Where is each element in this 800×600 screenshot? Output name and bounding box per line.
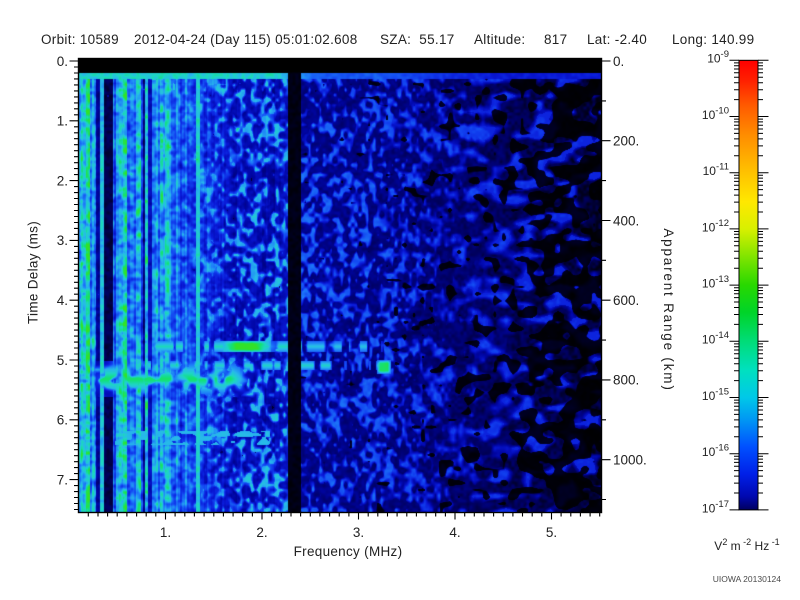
svg-text:10-12: 10-12 [702, 218, 729, 235]
svg-text:1000.: 1000. [613, 453, 647, 468]
svg-text:UIOWA 20130124: UIOWA 20130124 [713, 574, 781, 584]
svg-text:7.: 7. [57, 472, 68, 487]
svg-text:2.: 2. [57, 173, 68, 188]
svg-text:3.: 3. [353, 525, 364, 540]
svg-text:800.: 800. [613, 373, 639, 388]
svg-text:10-16: 10-16 [702, 443, 729, 460]
svg-text:200.: 200. [613, 134, 639, 149]
svg-text:10-11: 10-11 [703, 162, 729, 179]
svg-text:Time Delay (ms): Time Delay (ms) [26, 221, 41, 324]
svg-text:10-9: 10-9 [707, 49, 729, 65]
svg-text:10-13: 10-13 [702, 274, 729, 291]
svg-text:2012-04-24 (Day 115) 05:01:02.: 2012-04-24 (Day 115) 05:01:02.608 [134, 32, 358, 47]
svg-text:10-14: 10-14 [702, 330, 729, 347]
svg-text:Lat: -2.40: Lat: -2.40 [587, 32, 647, 47]
svg-text:400.: 400. [613, 213, 639, 228]
svg-text:6.: 6. [57, 413, 68, 428]
svg-text:V2 m -2 Hz -1: V2 m -2 Hz -1 [714, 537, 779, 553]
svg-text:10-10: 10-10 [702, 105, 729, 122]
svg-text:Long: 140.99: Long: 140.99 [672, 32, 754, 47]
svg-text:5.: 5. [546, 525, 557, 540]
svg-text:3.: 3. [57, 233, 68, 248]
svg-text:Orbit: 10589: Orbit: 10589 [41, 32, 119, 47]
svg-text:4.: 4. [57, 293, 68, 308]
svg-text:Frequency (MHz): Frequency (MHz) [294, 544, 403, 559]
svg-text:Apparent Range (km): Apparent Range (km) [661, 228, 676, 391]
svg-text:1.: 1. [57, 114, 68, 129]
svg-text:10-17: 10-17 [702, 499, 729, 516]
svg-text:5.: 5. [57, 353, 68, 368]
svg-text:0.: 0. [57, 54, 68, 69]
svg-text:SZA: 55.17: SZA: 55.17 [380, 32, 455, 47]
svg-text:600.: 600. [613, 293, 639, 308]
svg-text:Altitude:: Altitude: [474, 32, 525, 47]
svg-text:2.: 2. [256, 525, 267, 540]
svg-text:0.: 0. [613, 54, 624, 69]
svg-text:10-15: 10-15 [702, 386, 729, 403]
svg-text:817: 817 [544, 32, 567, 47]
svg-text:4.: 4. [449, 525, 460, 540]
svg-text:1.: 1. [160, 525, 171, 540]
